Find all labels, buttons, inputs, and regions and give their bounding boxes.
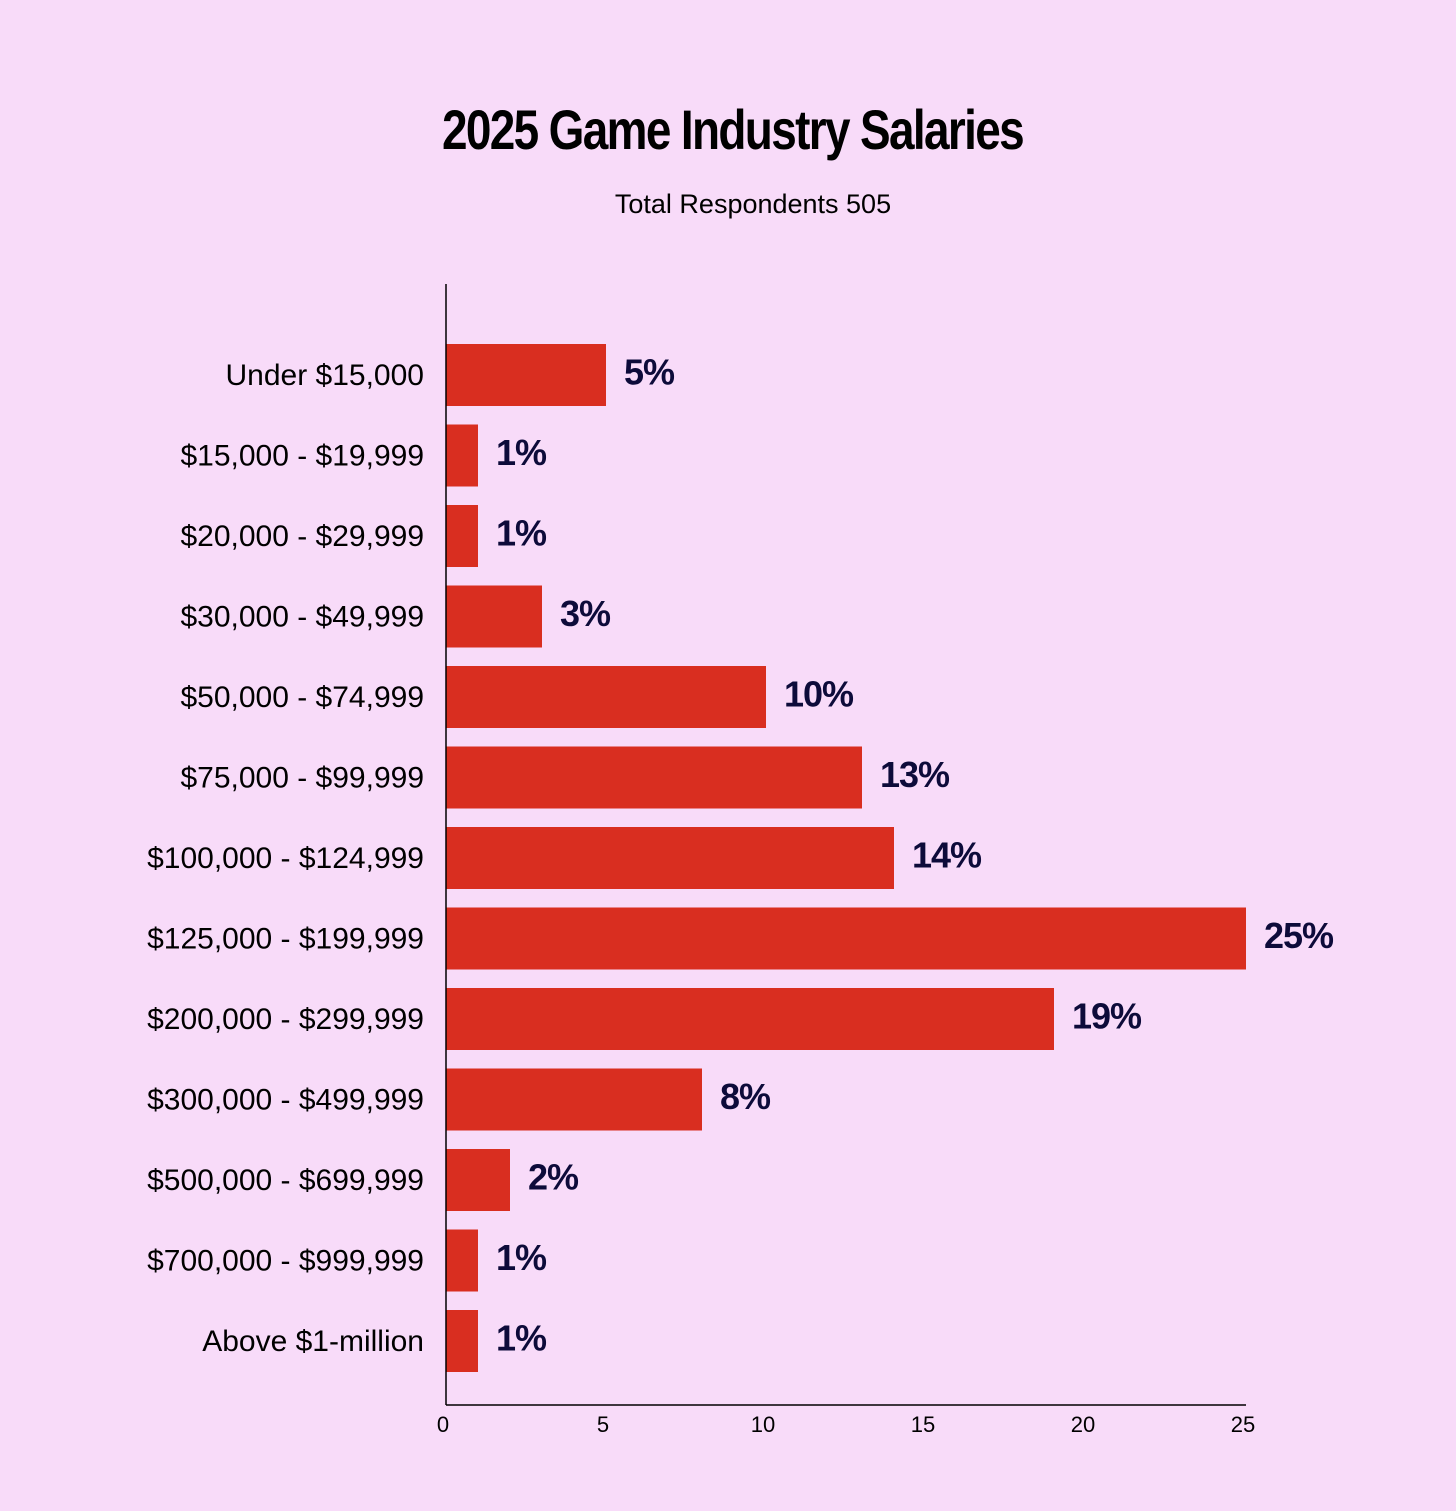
value-label: 1% (496, 432, 547, 473)
bar (446, 505, 478, 567)
bar (446, 1068, 702, 1131)
value-label: 3% (560, 593, 611, 634)
category-label: $200,000 - $299,999 (147, 1003, 424, 1036)
value-label: 19% (1072, 996, 1142, 1037)
category-label: $700,000 - $999,999 (147, 1244, 424, 1277)
category-label: $500,000 - $699,999 (147, 1164, 424, 1197)
x-tick-label: 25 (1231, 1412, 1255, 1437)
bar (446, 424, 478, 487)
value-label: 2% (528, 1157, 579, 1198)
x-tick-label: 10 (751, 1412, 775, 1437)
bar (446, 585, 542, 648)
category-label: $300,000 - $499,999 (147, 1083, 424, 1116)
category-label: $125,000 - $199,999 (147, 922, 424, 955)
category-label: Under $15,000 (226, 359, 425, 392)
value-label: 1% (496, 513, 547, 554)
bar (446, 1149, 510, 1211)
bar (446, 907, 1246, 970)
x-tick-label: 5 (597, 1412, 609, 1437)
value-label: 1% (496, 1237, 547, 1278)
value-label: 14% (912, 835, 982, 876)
category-label: $50,000 - $74,999 (180, 681, 424, 714)
value-label: 25% (1264, 915, 1334, 956)
bar (446, 746, 862, 809)
category-label: $30,000 - $49,999 (180, 600, 424, 633)
x-tick-label: 0 (437, 1412, 449, 1437)
x-tick-label: 20 (1071, 1412, 1095, 1437)
bar (446, 988, 1054, 1050)
value-labels: 5% 1% 1% 3% 10% 13% 14% 25% 19% 8% 2% 1% 1% (496, 352, 1335, 1359)
value-label: 8% (720, 1076, 771, 1117)
value-label: 10% (784, 674, 854, 715)
chart-subtitle: Total Respondents 505 (614, 189, 892, 219)
chart-title: 2025 Game Industry Salaries (441, 98, 1025, 161)
category-label: Above $1-million (202, 1325, 424, 1358)
bar (446, 666, 766, 728)
value-label: 5% (624, 352, 675, 393)
category-label: $15,000 - $19,999 (180, 439, 424, 472)
category-label: $100,000 - $124,999 (147, 842, 424, 875)
x-tick-label: 15 (911, 1412, 935, 1437)
category-label: $75,000 - $99,999 (180, 761, 424, 794)
bar (446, 1310, 478, 1372)
x-axis-ticks: 0 5 10 15 20 25 (437, 1412, 1255, 1437)
category-label: $20,000 - $29,999 (180, 520, 424, 553)
value-label: 13% (880, 754, 950, 795)
category-labels: Under $15,000 $15,000 - $19,999 $20,000 - … (147, 359, 424, 1358)
value-label: 1% (496, 1318, 547, 1359)
bar (446, 344, 606, 406)
bar (446, 827, 894, 889)
bar (446, 1229, 478, 1292)
bars-layer (446, 344, 1246, 1372)
